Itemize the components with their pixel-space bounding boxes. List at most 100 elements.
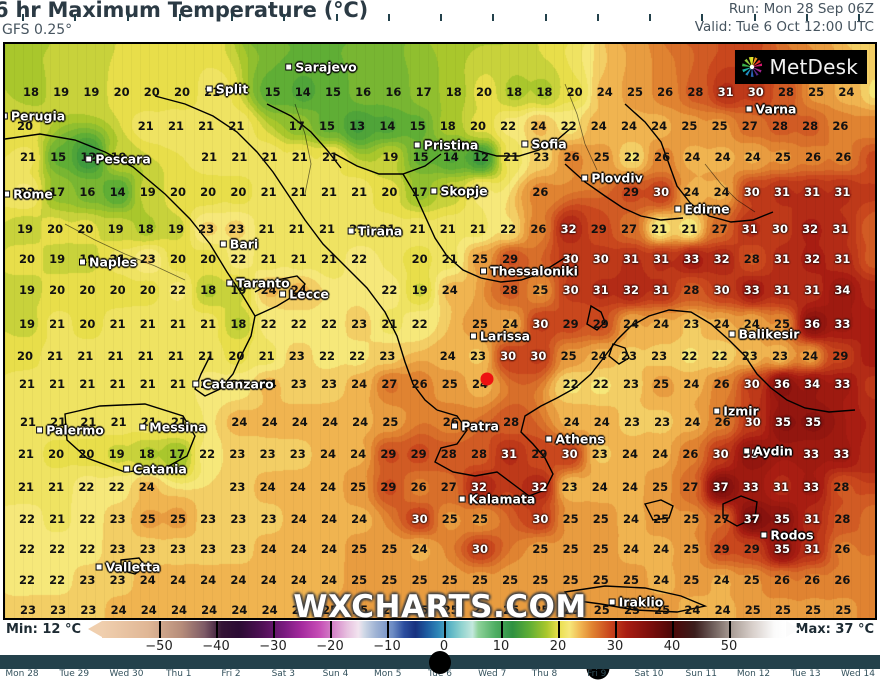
temperature-value: 21 [50, 415, 67, 429]
temperature-value: 25 [533, 603, 550, 617]
temperature-value: 20 [169, 185, 187, 199]
temperature-value: 23 [109, 542, 126, 556]
temperature-value: 29 [743, 542, 760, 556]
temperature-value: 23 [320, 377, 338, 391]
timeline-label[interactable]: Fri 2 [221, 669, 241, 679]
timeline-label[interactable]: Sat 3 [271, 669, 295, 679]
temperature-value: 24 [291, 415, 308, 429]
temperature-value: 23 [80, 603, 97, 617]
temperature-value: 24 [110, 603, 127, 617]
temperature-value: 22 [78, 480, 95, 494]
timeline-label[interactable]: Mon 5 [373, 669, 402, 679]
temperature-value: 24 [590, 119, 607, 133]
temperature-value: 23 [50, 603, 67, 617]
timeline-label[interactable]: Tue 13 [790, 669, 821, 679]
temperature-value: 33 [803, 447, 820, 461]
city-name: Tirana [357, 223, 403, 239]
city-marker: Kalamata [458, 492, 535, 507]
city-marker: Perugia [5, 109, 65, 124]
city-marker: Tirana [347, 223, 403, 239]
temperature-value: 20 [18, 252, 36, 266]
temperature-value: 24 [320, 512, 338, 526]
temperature-value: 32 [802, 222, 819, 236]
timeline-label[interactable]: Sun 11 [685, 669, 717, 679]
timeline-tick [753, 14, 756, 21]
temperature-value: 22 [260, 317, 277, 331]
temperature-value: 31 [772, 480, 790, 494]
temperature-value: 29 [502, 252, 519, 266]
timeline-label[interactable]: Fri 9 [587, 669, 607, 679]
temperature-value: 18 [200, 283, 217, 297]
temperature-value: 24 [684, 415, 701, 429]
timeline-label[interactable]: Mon 28 [5, 669, 39, 679]
temperature-value: 21 [167, 119, 185, 133]
timeline-handle[interactable] [429, 651, 451, 674]
city-name: Perugia [10, 108, 66, 124]
temperature-value: 22 [711, 349, 728, 363]
timeline-label[interactable]: Sat 10 [634, 669, 664, 679]
city-dot-icon [728, 330, 736, 338]
temperature-value: 31 [804, 185, 821, 199]
timeline-label[interactable]: Wed 14 [841, 669, 875, 679]
pinwheel-icon [740, 55, 764, 79]
city-name: Valletta [105, 559, 161, 575]
timeline-label[interactable]: Wed 30 [109, 669, 144, 679]
city-marker: Pristina [413, 138, 478, 153]
temperature-value: 25 [743, 573, 760, 587]
temperature-value: 24 [653, 573, 670, 587]
scale-tick [672, 621, 674, 638]
temperature-value: 26 [654, 150, 671, 164]
temperature-value: 19 [441, 185, 458, 199]
temperature-value: 21 [137, 349, 154, 363]
temperature-value: 25 [382, 603, 399, 617]
color-bar-wrapper[interactable] [88, 621, 800, 638]
timeline-label[interactable]: Wed 7 [478, 669, 507, 679]
scale-tick [330, 621, 332, 638]
temperature-value: 18 [506, 85, 523, 99]
city-name: Bari [229, 236, 259, 252]
timeline-label[interactable]: Mon 12 [736, 669, 771, 679]
timeline-label[interactable]: Tue 6 [428, 669, 452, 679]
city-marker: Taranto [226, 276, 290, 291]
timeline-label[interactable]: Tue 29 [59, 669, 90, 679]
temperature-value: 20 [381, 185, 398, 199]
temperature-value: 21 [469, 222, 487, 236]
scale-tick [216, 621, 218, 638]
temperature-value: 18 [445, 85, 462, 99]
timeline-label[interactable]: Thu 8 [531, 669, 558, 679]
temperature-value: 21 [49, 317, 66, 331]
scale-tick [159, 621, 161, 638]
scale-tick-label: 40 [663, 639, 681, 654]
temperature-map[interactable]: 18 19 19 20 20 20 21 15 14 15 16 16 17 18 20 18 18 20 24 25… [3, 42, 877, 620]
temperature-value: 29 [622, 185, 640, 199]
city-marker: Split [205, 82, 248, 97]
temperature-value: 30 [471, 542, 489, 556]
temperature-value: 23 [683, 317, 700, 331]
temperature-value: 27 [381, 377, 398, 391]
temperature-value: 24 [713, 317, 730, 331]
temperature-value: 18 [230, 317, 247, 331]
timeline-label[interactable]: Thu 1 [166, 669, 192, 679]
city-name: Thessaloniki [490, 263, 578, 279]
scale-tick-label: −50 [145, 639, 173, 654]
temperature-value: 28 [683, 283, 700, 297]
city-marker: Plovdiv [581, 171, 643, 186]
temperature-value: 20 [77, 222, 94, 236]
temperature-value: 24 [260, 573, 277, 587]
temperature-value: 27 [711, 222, 728, 236]
city-marker: Valletta [95, 559, 161, 575]
temperature-value: 24 [231, 415, 248, 429]
city-marker: Catanzaro [192, 377, 274, 392]
timeline-label[interactable]: Sun 4 [322, 669, 349, 679]
temperature-value: 24 [714, 150, 731, 164]
selected-location-marker[interactable] [480, 372, 494, 386]
temperature-value: 25 [351, 542, 368, 556]
temperature-value: 25 [532, 283, 549, 297]
timeline-tick [492, 14, 495, 21]
temperature-value: 24 [352, 415, 369, 429]
temperature-value: 22 [108, 480, 125, 494]
temperature-value: 22 [349, 349, 366, 363]
city-dot-icon [413, 141, 421, 149]
scale-tick-label: −10 [373, 639, 401, 654]
temperature-value: 25 [441, 377, 458, 391]
